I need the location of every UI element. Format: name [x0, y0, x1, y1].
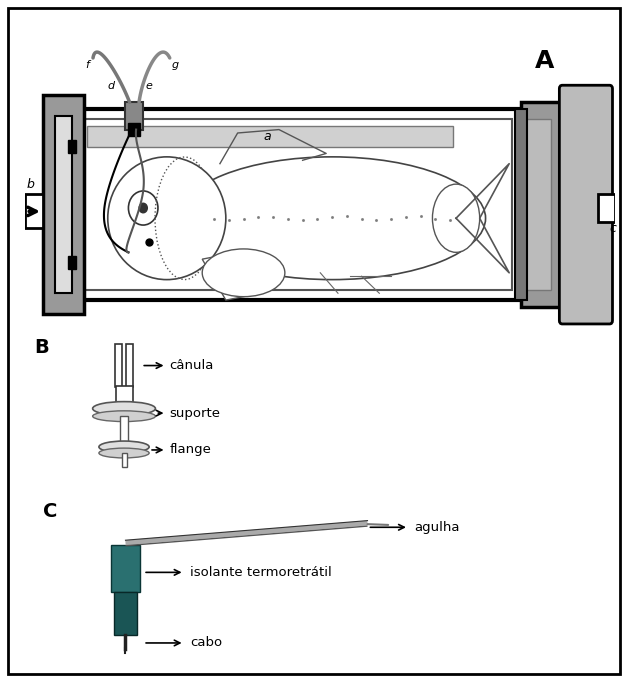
Text: flange: flange	[170, 443, 212, 456]
Text: e: e	[146, 80, 153, 91]
Bar	[115, 344, 122, 387]
Circle shape	[128, 191, 158, 225]
Bar	[114, 592, 138, 635]
Text: b: b	[26, 177, 34, 190]
Bar	[126, 344, 133, 387]
Text: cabo: cabo	[190, 636, 222, 649]
Bar	[81, 119, 512, 290]
Text: B: B	[35, 338, 49, 357]
Bar	[116, 387, 133, 409]
Text: f: f	[85, 60, 89, 70]
Bar	[128, 123, 140, 136]
Text: suporte: suporte	[170, 406, 220, 419]
Text: C: C	[43, 503, 57, 522]
Bar	[515, 109, 527, 300]
Text: a: a	[263, 130, 271, 143]
Ellipse shape	[202, 249, 285, 297]
Bar	[126, 102, 143, 130]
Bar	[72, 109, 521, 300]
Ellipse shape	[99, 441, 149, 453]
Bar	[68, 256, 77, 269]
Polygon shape	[202, 252, 261, 300]
Bar	[122, 453, 127, 466]
Bar	[43, 95, 84, 314]
FancyBboxPatch shape	[560, 85, 612, 324]
Ellipse shape	[433, 184, 480, 252]
Text: cânula: cânula	[170, 359, 214, 372]
Bar	[25, 194, 43, 228]
Ellipse shape	[178, 157, 485, 280]
Ellipse shape	[99, 448, 149, 458]
Bar	[111, 545, 140, 592]
Bar	[598, 194, 615, 222]
Bar	[521, 102, 562, 307]
Ellipse shape	[108, 157, 226, 280]
Circle shape	[139, 203, 148, 213]
Text: g: g	[172, 60, 179, 70]
Text: c: c	[610, 222, 617, 235]
Text: agulha: agulha	[414, 521, 460, 534]
Text: d: d	[107, 80, 114, 91]
Text: A: A	[535, 49, 555, 73]
Text: isolante termoretrátil: isolante termoretrátil	[190, 566, 332, 579]
Bar	[87, 126, 453, 147]
Bar	[521, 119, 551, 290]
Bar	[55, 116, 72, 293]
Ellipse shape	[93, 411, 156, 421]
Bar	[121, 416, 128, 447]
Ellipse shape	[93, 402, 156, 415]
Bar	[68, 140, 77, 153]
